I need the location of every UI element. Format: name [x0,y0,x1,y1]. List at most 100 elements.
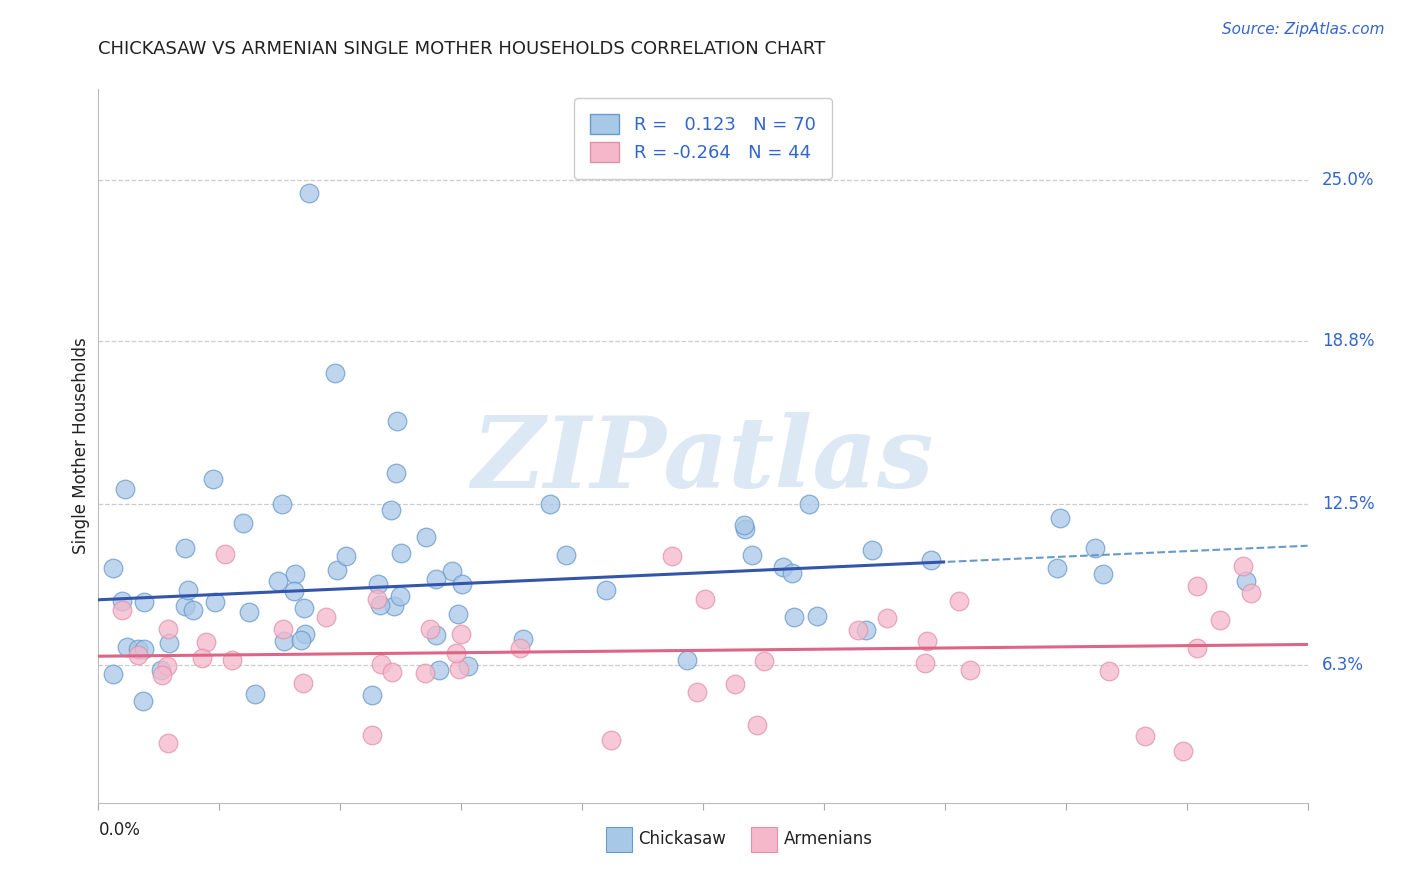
Point [860,543,883,558]
Point [747,718,769,732]
Point [451,577,474,591]
Point [232,516,254,530]
Point [914,656,936,670]
Point [181,602,204,616]
Point [221,653,243,667]
Point [150,664,173,678]
Point [797,497,820,511]
Point [382,599,405,613]
Point [156,659,179,673]
Point [1185,579,1208,593]
Point [427,663,450,677]
Point [917,634,939,648]
Point [449,663,471,677]
Point [413,666,436,681]
Point [298,186,321,200]
Point [783,610,806,624]
Point [290,633,312,648]
Point [754,654,776,668]
Text: 12.5%: 12.5% [1322,495,1375,514]
Point [855,623,877,637]
Point [201,472,224,486]
Point [156,622,179,636]
Point [134,595,156,609]
Text: ZIPatlas: ZIPatlas [472,412,934,508]
Point [661,549,683,564]
Point [446,646,468,660]
Point [1232,558,1254,573]
Point [243,687,266,701]
Point [806,608,828,623]
Point [335,549,357,563]
Point [1209,613,1232,627]
Point [675,653,697,667]
Point [370,598,392,612]
Point [194,635,217,649]
Point [554,549,576,563]
Point [273,634,295,648]
Point [389,546,412,560]
Point [132,694,155,708]
Text: 0.0%: 0.0% [98,821,141,838]
Text: Chickasaw: Chickasaw [638,830,727,848]
Point [270,498,292,512]
Point [115,640,138,655]
Text: 25.0%: 25.0% [1322,171,1375,189]
Point [599,733,621,747]
Point [114,482,136,496]
Text: CHICKASAW VS ARMENIAN SINGLE MOTHER HOUSEHOLDS CORRELATION CHART: CHICKASAW VS ARMENIAN SINGLE MOTHER HOUS… [98,40,825,58]
Text: 6.3%: 6.3% [1322,657,1364,674]
Point [425,627,447,641]
Point [361,728,384,742]
Point [595,583,617,598]
Point [101,667,124,681]
Point [385,414,408,428]
Point [177,583,200,598]
Point [846,624,869,638]
Y-axis label: Single Mother Households: Single Mother Households [72,338,90,554]
Point [361,688,384,702]
Point [323,366,346,380]
Point [173,541,195,555]
Point [127,648,149,662]
Point [366,591,388,606]
Point [157,635,180,649]
Point [415,530,437,544]
Text: Armenians: Armenians [783,830,873,848]
Point [156,736,179,750]
Point [132,642,155,657]
Point [190,651,212,665]
Point [150,667,173,681]
Point [686,685,709,699]
Point [447,607,470,621]
Point [1187,641,1209,656]
Point [380,503,402,517]
Point [294,627,316,641]
Point [1049,511,1071,525]
Point [127,641,149,656]
Point [948,594,970,608]
Point [174,599,197,613]
Point [780,566,803,580]
Point [1046,561,1069,575]
Point [204,595,226,609]
Point [876,611,898,625]
Text: Source: ZipAtlas.com: Source: ZipAtlas.com [1222,22,1385,37]
Point [111,603,134,617]
Point [367,577,389,591]
Point [1084,541,1107,555]
Point [292,600,315,615]
Point [1234,574,1257,588]
Point [271,622,294,636]
Point [419,622,441,636]
Point [266,574,288,588]
Point [291,676,314,690]
Point [723,677,745,691]
Point [1091,567,1114,582]
Point [509,641,531,656]
Point [772,560,794,574]
Point [110,594,132,608]
Point [381,665,404,680]
Point [284,567,307,582]
Point [959,663,981,677]
